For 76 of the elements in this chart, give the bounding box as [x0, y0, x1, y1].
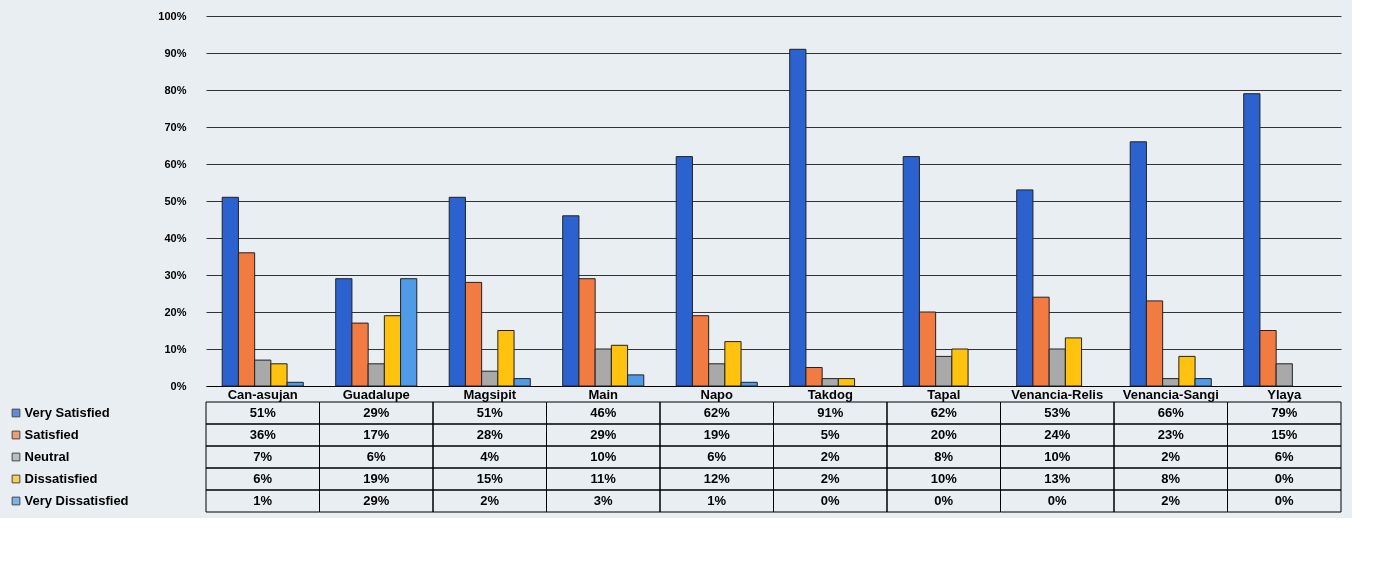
y-tick-label: 90%: [164, 46, 187, 59]
data-label: 2%: [1161, 449, 1181, 464]
data-label: 2%: [820, 449, 841, 464]
data-label: 6%: [253, 471, 273, 486]
y-tick-label: 40%: [164, 231, 187, 244]
data-label: 15%: [476, 471, 504, 486]
x-tick-label: Takdog: [807, 386, 853, 402]
data-label: 1%: [707, 493, 727, 508]
data-label: 51%: [249, 405, 277, 420]
data-label: 8%: [1161, 471, 1181, 486]
data-label: 62%: [930, 405, 958, 420]
data-label: 0%: [1047, 493, 1068, 508]
data-label: 10%: [590, 449, 617, 464]
legend-label: Very Dissatisfied: [24, 493, 129, 508]
data-label: 53%: [1044, 405, 1071, 420]
x-tick-label: Can-asujan: [227, 386, 298, 402]
data-label: 0%: [1274, 493, 1295, 508]
data-label: 1%: [253, 493, 273, 508]
y-tick-label: 20%: [164, 305, 187, 318]
data-label: 19%: [703, 427, 731, 442]
data-label: 3%: [593, 493, 614, 508]
data-label: 19%: [363, 471, 390, 486]
data-label: 15%: [1271, 427, 1298, 442]
data-label: 6%: [707, 449, 727, 464]
data-label: 7%: [253, 449, 273, 464]
x-tick-label: Napo: [700, 386, 734, 402]
data-label: 10%: [1044, 449, 1071, 464]
data-label: 29%: [363, 405, 390, 420]
legend-label: Neutral: [24, 449, 70, 464]
x-tick-label: Tapal: [927, 386, 961, 402]
y-tick-label: 60%: [164, 157, 187, 170]
data-label: 6%: [366, 449, 387, 464]
data-label: 0%: [820, 493, 841, 508]
data-label: 17%: [363, 427, 390, 442]
x-tick-label: Main: [588, 386, 619, 402]
y-tick-label: 30%: [164, 268, 187, 281]
data-label: 20%: [930, 427, 958, 442]
data-label: 6%: [1274, 449, 1295, 464]
data-label: 24%: [1044, 427, 1071, 442]
data-label: 12%: [703, 471, 731, 486]
x-tick-label: Magsipit: [463, 386, 517, 402]
data-label: 2%: [820, 471, 841, 486]
data-label: 5%: [820, 427, 841, 442]
data-label: 29%: [590, 427, 617, 442]
data-label: 29%: [363, 493, 390, 508]
data-label: 10%: [930, 471, 958, 486]
y-tick-label: 0%: [170, 379, 187, 392]
legend-label: Very Satisfied: [24, 405, 110, 420]
x-tick-label: Guadalupe: [342, 386, 410, 402]
data-label: 0%: [934, 493, 954, 508]
x-tick-label: Ylaya: [1267, 386, 1302, 402]
data-label: 51%: [476, 405, 504, 420]
data-label: 66%: [1157, 405, 1185, 420]
data-label: 8%: [934, 449, 954, 464]
data-label: 4%: [480, 449, 500, 464]
y-tick-label: 100%: [158, 9, 187, 22]
x-tick-label: Venancia-Relis: [1011, 386, 1104, 402]
data-label: 79%: [1271, 405, 1298, 420]
y-tick-label: 80%: [164, 83, 187, 96]
data-label: 46%: [590, 405, 617, 420]
legend-label: Satisfied: [24, 427, 79, 442]
data-label: 11%: [590, 471, 617, 486]
data-label: 2%: [480, 493, 500, 508]
data-label: 0%: [1274, 471, 1295, 486]
data-label: 91%: [817, 405, 844, 420]
data-label: 2%: [1161, 493, 1181, 508]
y-tick-label: 70%: [164, 120, 187, 133]
y-tick-label: 10%: [164, 342, 187, 355]
x-tick-label: Venancia-Sangi: [1122, 386, 1219, 402]
data-label: 28%: [476, 427, 504, 442]
y-tick-label: 50%: [164, 194, 187, 207]
data-label: 36%: [249, 427, 277, 442]
data-label: 13%: [1044, 471, 1071, 486]
data-label: 23%: [1157, 427, 1185, 442]
legend-label: Dissatisfied: [24, 471, 98, 486]
data-label: 62%: [703, 405, 731, 420]
